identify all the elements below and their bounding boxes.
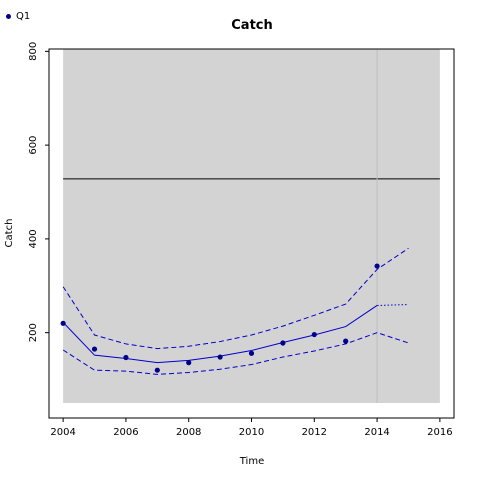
data-point (343, 338, 349, 344)
legend-marker (6, 14, 11, 19)
x-tick-label: 2010 (239, 427, 264, 438)
data-point (311, 331, 317, 338)
data-point (154, 367, 160, 373)
x-tick-label: 2008 (176, 427, 201, 438)
data-point (60, 320, 66, 326)
data-point (217, 354, 223, 360)
data-point (374, 263, 380, 269)
y-tick-label: 800 (28, 42, 39, 61)
y-axis-label: Catch (4, 219, 15, 248)
series-line-dashed-2 (62, 247, 409, 350)
series-line-dashed-3 (62, 332, 409, 375)
y-tick-label: 200 (28, 323, 39, 342)
legend: Q1 (6, 11, 30, 22)
x-tick-label: 2004 (50, 427, 75, 438)
x-tick-label: 2016 (427, 427, 452, 438)
data-point (280, 340, 286, 346)
chart-title: Catch (231, 18, 273, 33)
y-tick-label: 600 (28, 136, 39, 155)
x-tick-label: 2014 (364, 427, 389, 438)
x-tick-label: 2006 (113, 427, 138, 438)
legend-label: Q1 (16, 11, 31, 22)
data-point (91, 346, 98, 352)
data-point (123, 354, 129, 361)
x-tick-label: 2012 (302, 427, 327, 438)
data-point (248, 350, 255, 356)
data-point (186, 360, 192, 366)
shaded-panel (63, 49, 440, 403)
y-tick-label: 400 (28, 229, 39, 248)
x-axis-label: Time (239, 456, 264, 467)
